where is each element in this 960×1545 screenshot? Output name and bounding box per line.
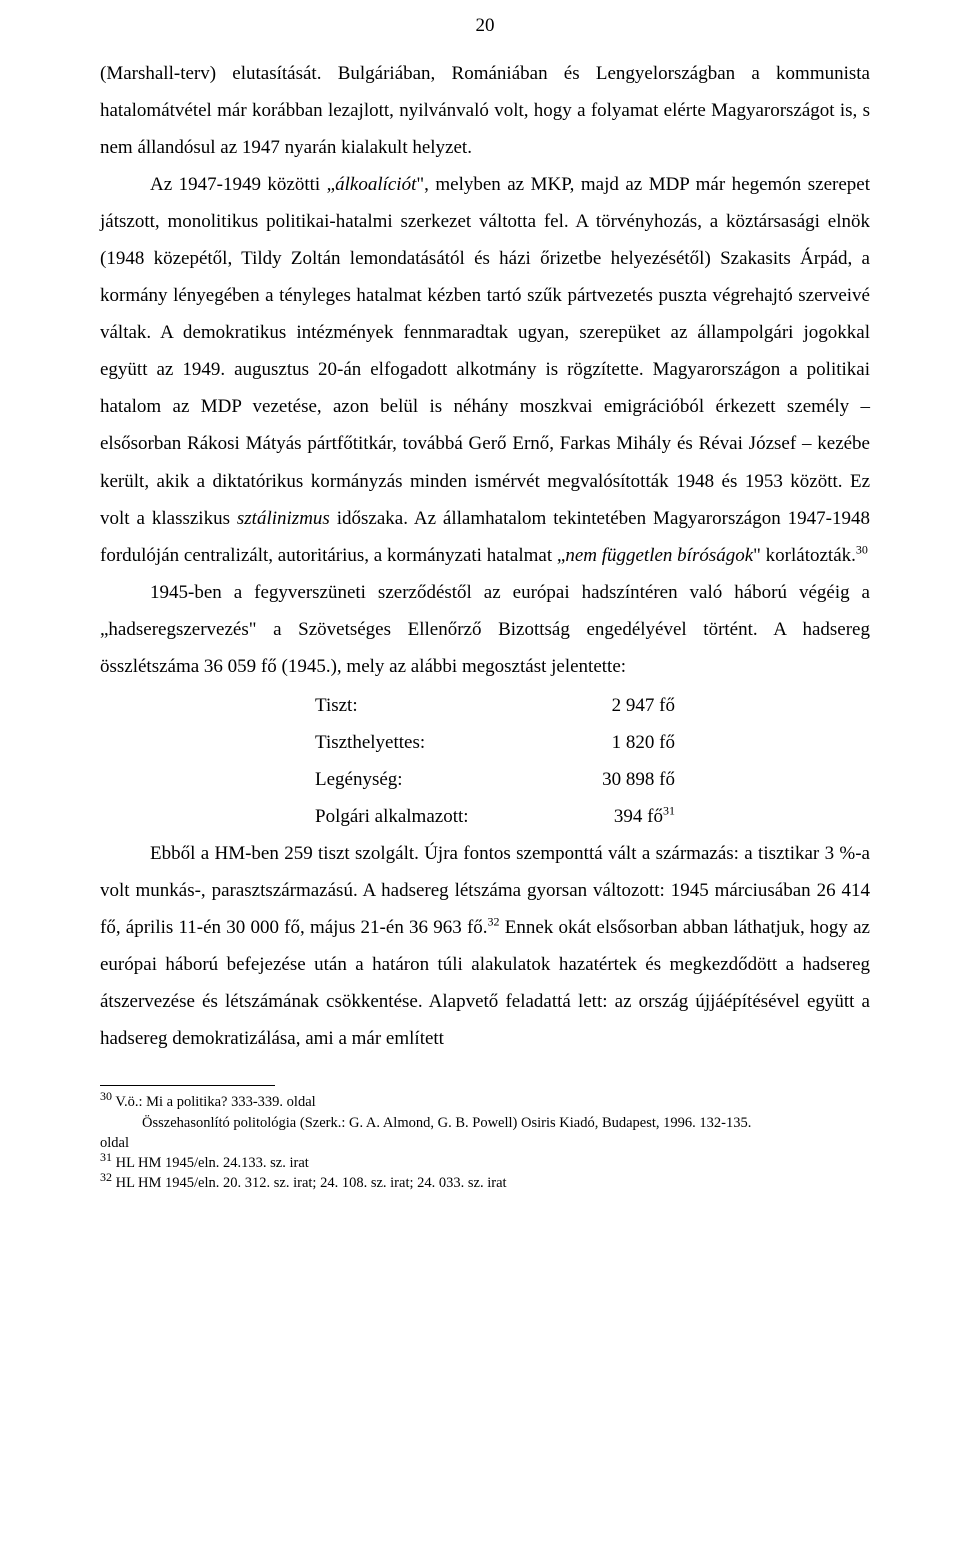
- footnote-ref-31: 31: [663, 804, 675, 818]
- list-item: Polgári alkalmazott: 394 fő31: [315, 798, 870, 835]
- list-item: Legénység: 30 898 fő: [315, 761, 870, 798]
- paragraph-2: 1945-ben a fegyverszüneti szerződéstől a…: [100, 574, 870, 685]
- p1-italic-2: sztálinizmus: [237, 508, 330, 529]
- p1-italic-1: álkoalíciót: [335, 174, 416, 195]
- footnotes-block: 30 V.ö.: Mi a politika? 333-339. oldal Ö…: [100, 1092, 870, 1193]
- footnote-30: 30 V.ö.: Mi a politika? 333-339. oldal: [100, 1092, 870, 1112]
- footnote-ref-32: 32: [488, 915, 500, 929]
- row-value: 394 fő31: [545, 798, 675, 835]
- page-number: 20: [100, 15, 870, 37]
- main-text: (Marshall-terv) elutasítását. Bulgáriába…: [100, 55, 870, 1057]
- row-label: Polgári alkalmazott:: [315, 798, 545, 835]
- paragraph-3: Ebből a HM-ben 259 tiszt szolgált. Újra …: [100, 835, 870, 1057]
- p1-seg4: " korlátozták.: [753, 545, 856, 566]
- paragraph-1b: Az 1947-1949 közötti „álkoalíciót", mely…: [100, 166, 870, 574]
- row-label: Tiszt:: [315, 687, 545, 724]
- row-label: Legénység:: [315, 761, 545, 798]
- footnote-30-line2: Összehasonlító politológia (Szerk.: G. A…: [100, 1113, 870, 1133]
- row-value: 1 820 fő: [545, 724, 675, 761]
- row-label: Tiszthelyettes:: [315, 724, 545, 761]
- list-item: Tiszt: 2 947 fő: [315, 687, 870, 724]
- p1-seg1: (Marshall-terv) elutasítását. Bulgáriába…: [100, 63, 870, 158]
- footnote-ref-30: 30: [856, 542, 868, 556]
- row-value: 2 947 fő: [545, 687, 675, 724]
- footnote-31: 31 HL HM 1945/eln. 24.133. sz. irat: [100, 1153, 870, 1173]
- footnote-separator: [100, 1085, 275, 1086]
- p1-seg2b: ", melyben az MKP, majd az MDP már hegem…: [100, 174, 870, 528]
- p1-seg2a: Az 1947-1949 közötti „: [150, 174, 335, 195]
- p1-italic-3: nem független bíróságok: [565, 545, 753, 566]
- list-item: Tiszthelyettes: 1 820 fő: [315, 724, 870, 761]
- personnel-list: Tiszt: 2 947 fő Tiszthelyettes: 1 820 fő…: [315, 687, 870, 835]
- footnote-30-line3: oldal: [100, 1133, 870, 1153]
- row-value: 30 898 fő: [545, 761, 675, 798]
- paragraph-1: (Marshall-terv) elutasítását. Bulgáriába…: [100, 55, 870, 166]
- footnote-32: 32 HL HM 1945/eln. 20. 312. sz. irat; 24…: [100, 1173, 870, 1193]
- p2-text: 1945-ben a fegyverszüneti szerződéstől a…: [100, 582, 870, 677]
